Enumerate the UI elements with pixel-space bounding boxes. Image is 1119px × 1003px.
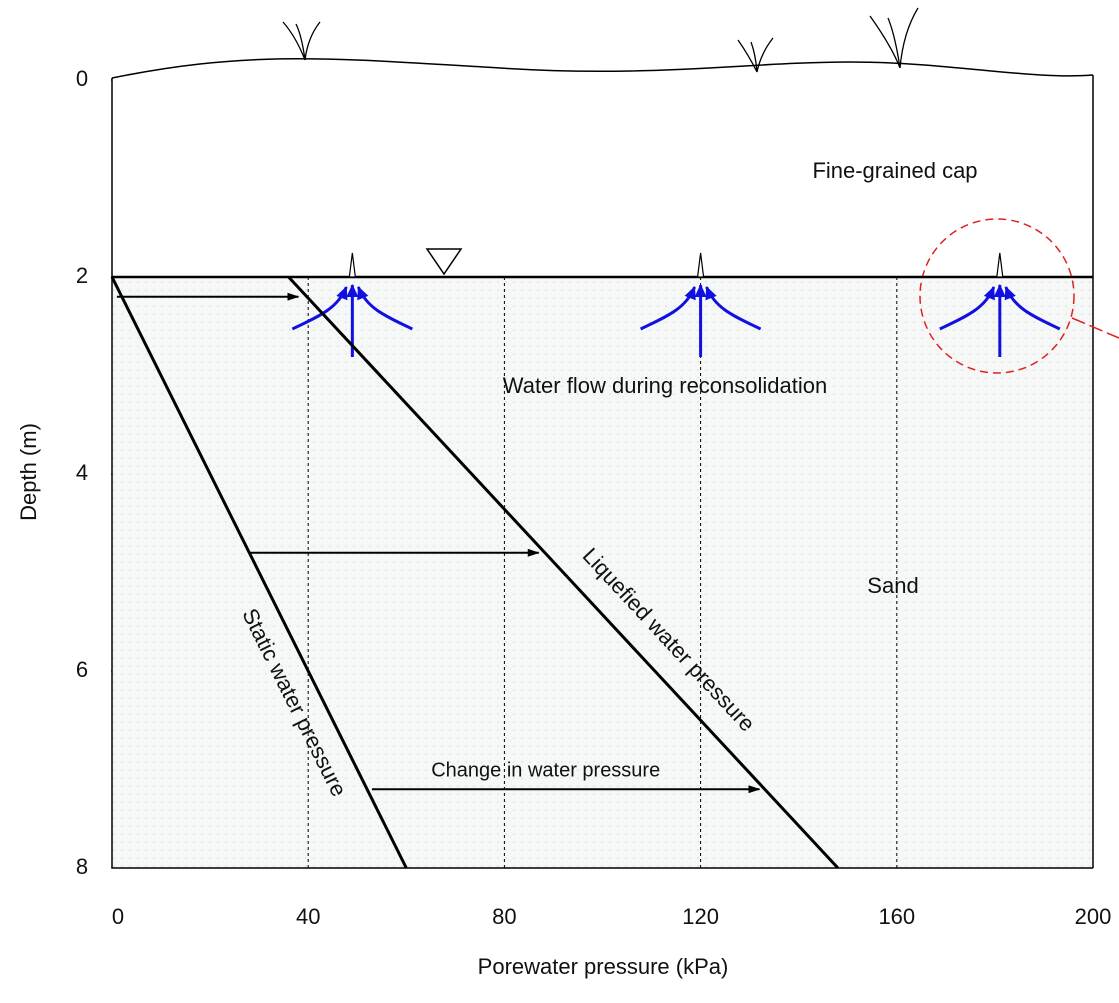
arrow-label: Change in water pressure <box>431 759 660 781</box>
water-table-symbol <box>425 248 463 276</box>
callout-line <box>1071 317 1119 339</box>
annotation: Water flow during reconsolidation <box>503 373 827 398</box>
ground-surface <box>111 58 1094 79</box>
x-tick-label: 80 <box>492 904 516 929</box>
flow-arrow <box>1004 286 1061 331</box>
y-tick-label: 4 <box>76 460 88 485</box>
sand-layer <box>112 277 1093 868</box>
plants <box>282 7 919 73</box>
x-tick-label: 120 <box>682 904 719 929</box>
x-tick-label: 0 <box>112 904 124 929</box>
pressure-line <box>287 275 840 870</box>
flow-arrow <box>939 286 996 331</box>
flow-arrows <box>939 252 1061 357</box>
y-tick-label: 8 <box>76 854 88 879</box>
flow-arrows <box>639 252 762 357</box>
vent <box>696 252 705 278</box>
annotation: Fine-grained cap <box>812 158 977 183</box>
vent <box>348 252 357 278</box>
x-tick-label: 200 <box>1075 904 1112 929</box>
x-tick-label: 40 <box>296 904 320 929</box>
flow-arrow <box>291 286 348 331</box>
flow-arrow <box>356 286 413 331</box>
flow-arrow <box>705 286 762 331</box>
vent <box>996 252 1004 278</box>
y-tick-label: 2 <box>76 263 88 288</box>
y-tick-label: 6 <box>76 657 88 682</box>
y-tick-label: 0 <box>76 66 88 91</box>
highlight-circle <box>919 218 1075 374</box>
background <box>112 277 1093 868</box>
x-tick-label: 160 <box>878 904 915 929</box>
annotation: Sand <box>867 573 918 598</box>
flow-arrow <box>639 286 696 331</box>
y-axis-title: Depth (m) <box>16 423 41 521</box>
pressure-line <box>110 276 408 869</box>
x-axis-title: Porewater pressure (kPa) <box>478 954 729 979</box>
